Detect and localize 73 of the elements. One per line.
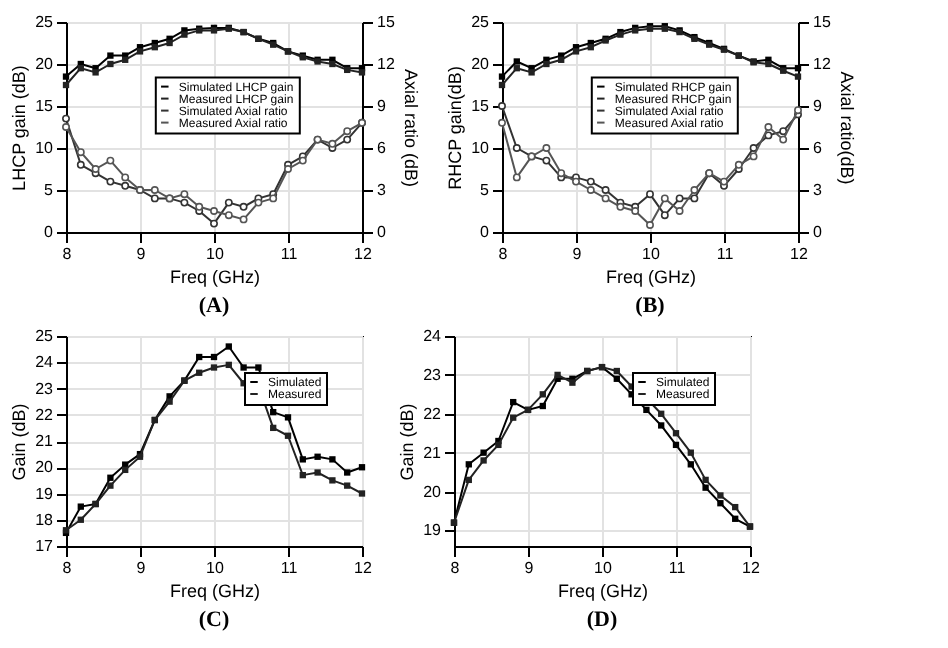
y-tick-label: 10 <box>471 139 491 157</box>
x-tick-label: 9 <box>136 559 147 577</box>
y-tick-label: 22 <box>423 404 443 423</box>
x-tick-label: 11 <box>280 559 299 577</box>
y-tick-label: 10 <box>35 139 55 157</box>
x-tick-label: 8 <box>62 245 73 263</box>
y2-tick-label: 15 <box>377 13 396 31</box>
y-axis-title: LHCP gain (dB) <box>9 65 30 191</box>
y-tick-label: 0 <box>480 223 491 241</box>
y2-tick-label: 12 <box>377 55 396 73</box>
y-tick-label: 5 <box>480 181 491 199</box>
x-axis-title: Freq (GHz) <box>558 581 649 601</box>
x-tick-label: 9 <box>572 245 583 263</box>
x-tick-label: 8 <box>62 559 73 577</box>
y-tick-label: 21 <box>35 432 55 450</box>
y-tick-label: 25 <box>35 13 55 31</box>
y-tick-label: 17 <box>35 537 55 555</box>
y-tick-label: 20 <box>35 55 55 73</box>
y-tick-label: 20 <box>471 55 491 73</box>
x-tick-label: 11 <box>668 559 687 577</box>
x-tick-label: 9 <box>136 245 147 263</box>
y-tick-label: 19 <box>35 484 55 503</box>
y-tick-label: 18 <box>35 510 55 529</box>
y-tick-label: 23 <box>35 379 55 398</box>
y-tick-label: 20 <box>423 482 443 501</box>
y-axis-title: Gain (dB) <box>397 403 418 481</box>
y2-axis-title: Axial ratio(dB) <box>836 71 857 185</box>
y2-tick-label: 0 <box>377 223 387 241</box>
y-tick-label: 20 <box>35 458 55 477</box>
y-axis-title: RHCP gain(dB) <box>445 66 466 190</box>
y-tick-label: 23 <box>423 365 443 384</box>
x-axis-title: Freq (GHz) <box>170 581 261 601</box>
y-tick-label: 25 <box>471 13 491 31</box>
y-tick-label: 25 <box>35 327 55 345</box>
text: (A) <box>198 294 230 318</box>
text: (B) <box>635 294 666 318</box>
y-tick-label: 24 <box>423 327 443 345</box>
x-tick-label: 10 <box>642 245 661 263</box>
text: (C) <box>198 608 230 632</box>
x-tick-label: 8 <box>498 245 509 263</box>
y2-tick-label: 9 <box>813 97 823 115</box>
y2-tick-label: 6 <box>813 139 823 157</box>
y-tick-label: 21 <box>423 443 443 462</box>
x-axis-title: Freq (GHz) <box>606 267 697 287</box>
y-tick-label: 5 <box>44 181 55 199</box>
y2-tick-label: 3 <box>377 181 387 199</box>
x-tick-label: 12 <box>790 245 809 263</box>
x-tick-label: 12 <box>354 559 373 577</box>
y-tick-label: 0 <box>44 223 55 241</box>
x-tick-label: 12 <box>742 559 761 577</box>
y-tick-label: 22 <box>35 405 55 424</box>
x-axis-title: Freq (GHz) <box>170 267 261 287</box>
x-tick-label: 10 <box>206 245 225 263</box>
x-tick-label: 10 <box>206 559 225 577</box>
x-tick-label: 9 <box>524 559 535 577</box>
x-tick-label: 11 <box>716 245 735 263</box>
y-tick-label: 19 <box>423 521 443 540</box>
y-tick-label: 24 <box>35 353 55 372</box>
x-tick-label: 10 <box>594 559 613 577</box>
y2-tick-label: 3 <box>813 181 823 199</box>
y2-tick-label: 9 <box>377 97 387 115</box>
y2-axis-title: Axial ratio (dB) <box>400 68 421 188</box>
x-tick-label: 12 <box>354 245 373 263</box>
y2-tick-label: 12 <box>813 55 832 73</box>
y2-tick-label: 15 <box>813 13 832 31</box>
text: (D) <box>586 608 618 632</box>
y-tick-label: 15 <box>35 97 55 115</box>
y2-tick-label: 6 <box>377 139 387 157</box>
x-tick-label: 11 <box>280 245 299 263</box>
y2-tick-label: 0 <box>813 223 823 241</box>
y-axis-title: Gain (dB) <box>9 403 30 481</box>
y-tick-label: 15 <box>471 97 491 115</box>
x-tick-label: 8 <box>450 559 461 577</box>
